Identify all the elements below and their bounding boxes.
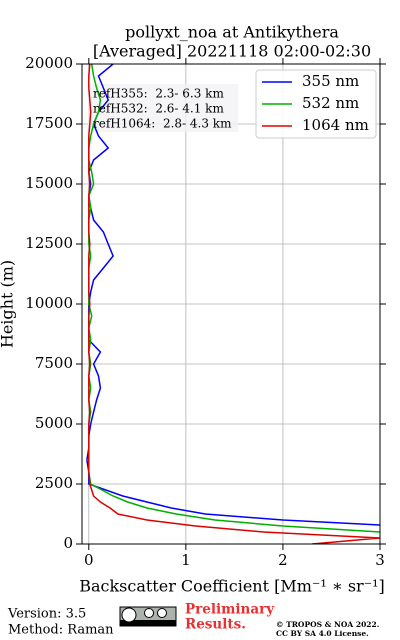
profile-line bbox=[88, 64, 380, 544]
y-axis-label: Height (m) bbox=[0, 260, 17, 348]
legend-box bbox=[255, 69, 377, 139]
title-line: [Averaged] 20221118 02:00-02:30 bbox=[93, 42, 371, 61]
legend-label: 532 nm bbox=[302, 94, 359, 112]
version: Version: 3.5 bbox=[7, 607, 86, 622]
legend-label: 1064 nm bbox=[302, 116, 369, 134]
y-tick-label: 10000 bbox=[25, 294, 73, 312]
annotation: refH532: 2.6- 4.1 km bbox=[93, 102, 224, 116]
copyright: © TROPOS & NOA 2022. bbox=[276, 620, 379, 629]
y-tick-label: 0 bbox=[63, 534, 73, 552]
ticks: 0 1 2 3 0 2500 5000 7500 10000 12500 15000 17500 200… bbox=[25, 54, 386, 569]
legend: 355 nm 532 nm 1064 nm bbox=[255, 69, 377, 139]
y-tick-label: 15000 bbox=[25, 174, 73, 192]
y-tick-label: 2500 bbox=[35, 474, 73, 492]
plot-lines bbox=[86, 64, 380, 544]
method: Method: Raman bbox=[8, 623, 114, 638]
copyright: CC BY SA 4.0 License. bbox=[276, 629, 369, 638]
annotation: refH1064: 2.8- 4.3 km bbox=[93, 117, 232, 131]
preliminary: Preliminary bbox=[185, 602, 275, 618]
title-line: pollyxt_noa at Antikythera bbox=[125, 23, 339, 42]
x-axis-label: Backscatter Coefficient [Mm⁻¹ ∗ sr⁻¹] bbox=[79, 577, 385, 596]
preliminary: Results. bbox=[185, 617, 246, 633]
annotation: refH355: 2.3- 6.3 km bbox=[93, 87, 224, 101]
legend-label: 355 nm bbox=[302, 72, 359, 90]
x-tick-label: 0 bbox=[84, 551, 94, 569]
x-tick-label: 2 bbox=[278, 551, 288, 569]
y-tick-label: 20000 bbox=[25, 54, 73, 72]
y-tick-label: 5000 bbox=[35, 414, 73, 432]
x-tick-label: 1 bbox=[181, 551, 191, 569]
y-tick-label: 12500 bbox=[25, 234, 73, 252]
y-tick-label: 7500 bbox=[35, 354, 73, 372]
annotation-box bbox=[88, 84, 238, 132]
cc-logo bbox=[119, 606, 177, 627]
y-tick-label: 17500 bbox=[25, 114, 73, 132]
x-tick-label: 3 bbox=[375, 551, 385, 569]
